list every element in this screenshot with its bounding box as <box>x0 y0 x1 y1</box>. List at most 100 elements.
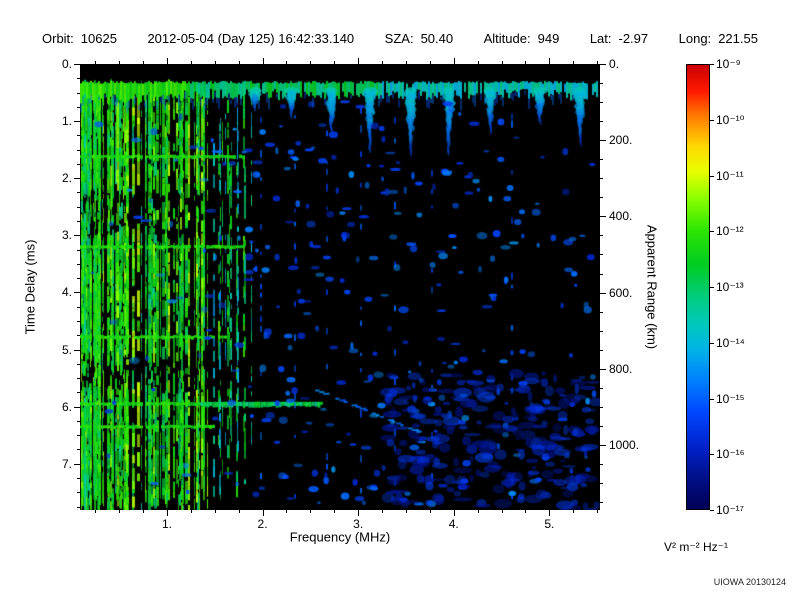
y-tick-label: 1. <box>61 114 72 129</box>
axis-tick <box>600 311 603 313</box>
orbit-value: 10625 <box>80 31 117 46</box>
axis-tick <box>600 425 603 427</box>
axis-tick <box>597 61 599 64</box>
colorbar <box>686 64 710 510</box>
axis-tick <box>429 61 431 64</box>
axis-tick <box>77 306 80 308</box>
altitude-value: 949 <box>537 31 560 46</box>
axis-tick <box>77 149 80 151</box>
axis-tick <box>74 235 80 237</box>
axis-tick <box>501 510 503 513</box>
colorbar-unit-label: V² m⁻² Hz⁻¹ <box>664 540 728 554</box>
axis-tick <box>600 83 603 85</box>
axis-tick <box>600 121 603 123</box>
axis-tick <box>600 444 606 446</box>
axis-tick <box>190 510 192 513</box>
axis-tick <box>77 78 80 80</box>
lat-value: -2.97 <box>618 31 649 46</box>
colorbar-tick-label: 10⁻¹⁶ <box>716 447 745 462</box>
axis-tick <box>477 61 479 64</box>
axis-tick <box>600 292 606 294</box>
axis-tick <box>600 483 603 485</box>
colorbar-tick <box>710 510 714 511</box>
axis-tick <box>77 478 80 480</box>
y2-tick-label: 600. <box>609 285 633 300</box>
colorbar-tick-label: 10⁻¹³ <box>716 280 744 294</box>
axis-tick <box>77 249 80 251</box>
axis-tick <box>95 510 97 513</box>
axis-tick <box>600 387 603 389</box>
colorbar-tick-label: 10⁻¹⁰ <box>716 112 745 127</box>
y-tick-label: 6. <box>61 399 72 414</box>
y-tick-label: 0. <box>61 57 72 71</box>
axis-tick <box>382 510 384 513</box>
axis-tick <box>119 510 121 513</box>
axis-tick <box>600 464 603 465</box>
x-tick-label: 1. <box>161 517 172 531</box>
axis-tick <box>74 178 80 180</box>
colorbar-tick-label: 10⁻¹² <box>716 224 744 239</box>
y-tick-label: 3. <box>61 228 72 243</box>
datetime-value: 2012-05-04 (Day 125) 16:42:33.140 <box>147 31 355 46</box>
axis-tick <box>382 61 384 64</box>
y2-tick-label: 400. <box>609 209 633 224</box>
axis-tick <box>525 61 527 64</box>
axis-tick <box>549 510 551 516</box>
y2-tick-label: 200. <box>609 133 633 148</box>
y2-tick-label: 0. <box>609 57 620 71</box>
axis-tick <box>453 510 455 516</box>
colorbar-tick-label: 10⁻¹⁷ <box>716 503 745 517</box>
axis-tick <box>77 435 80 437</box>
axis-tick <box>573 510 575 513</box>
axis-tick <box>286 510 288 513</box>
long-value: 221.55 <box>718 31 758 46</box>
axis-tick <box>600 273 603 275</box>
axis-tick <box>77 378 80 380</box>
y-axis-title: Time Delay (ms) <box>22 239 38 335</box>
colorbar-tick <box>710 175 714 177</box>
header-field-lat: Lat: -2.97 <box>590 31 648 46</box>
axis-tick <box>405 61 407 64</box>
axis-tick <box>525 510 527 513</box>
axis-tick <box>95 61 97 64</box>
colorbar-tick-label: 10⁻¹⁴ <box>716 335 745 350</box>
axis-tick <box>77 492 80 494</box>
orbit-label: Orbit: <box>42 31 74 46</box>
axis-tick <box>358 58 360 64</box>
axis-tick <box>77 135 80 137</box>
axis-tick <box>190 61 192 64</box>
header-field-datetime: 2012-05-04 (Day 125) 16:42:33.140 <box>147 31 354 46</box>
axis-tick <box>77 449 80 451</box>
axis-tick <box>358 510 360 516</box>
axis-tick <box>334 510 336 513</box>
axis-tick <box>143 510 145 513</box>
axis-tick <box>262 58 264 64</box>
header-field-sza: SZA: 50.40 <box>385 31 453 46</box>
axis-tick <box>334 61 336 64</box>
x-tick-label: 4. <box>448 517 459 531</box>
axis-tick <box>600 406 603 408</box>
axis-tick <box>77 320 80 322</box>
axis-tick <box>166 510 168 516</box>
credit-text: UIOWA 20130124 <box>713 577 786 587</box>
colorbar-tick <box>710 398 714 400</box>
colorbar-tick <box>710 454 714 456</box>
colorbar-tick <box>710 287 714 288</box>
y2-tick-label: 1000. <box>609 437 640 452</box>
axis-tick <box>453 58 455 64</box>
axis-tick <box>600 102 603 104</box>
header-field-long: Long: 221.55 <box>679 31 758 46</box>
axis-tick <box>74 406 80 408</box>
axis-tick <box>74 463 80 465</box>
axis-tick <box>74 121 80 123</box>
axis-tick <box>77 506 80 508</box>
axis-tick <box>477 510 479 513</box>
axis-tick <box>600 197 603 199</box>
axis-tick <box>600 178 603 180</box>
axis-tick <box>600 330 603 332</box>
axis-tick <box>600 349 603 351</box>
axis-tick <box>549 58 551 64</box>
axis-tick <box>600 235 603 237</box>
axis-tick <box>77 206 80 208</box>
